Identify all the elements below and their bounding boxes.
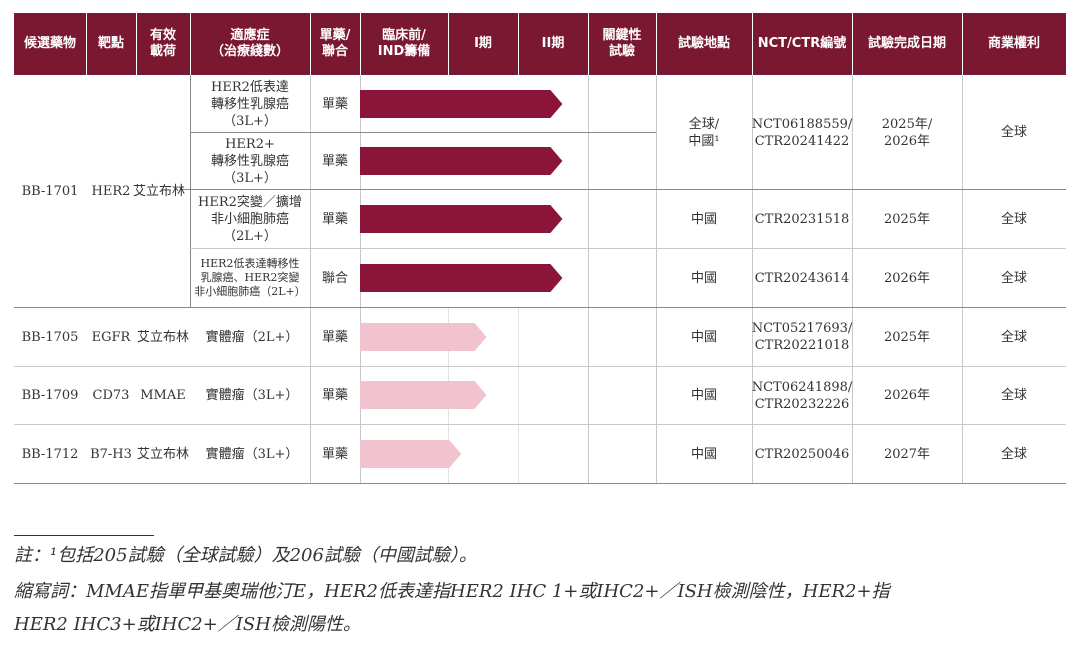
- rights-cell: 全球: [1000, 329, 1027, 345]
- header-preclinical: 臨床前/ IND籌備: [377, 28, 431, 59]
- site-cell: 中國: [690, 211, 717, 227]
- completion-cell: 2025年/ 2026年: [881, 116, 933, 149]
- regimen-cell: 單藥: [321, 388, 348, 403]
- indication-cell: 實體瘤（2L+）: [205, 329, 299, 345]
- payload-cell: MMAE: [140, 388, 186, 403]
- completion-cell: 2026年: [883, 270, 931, 286]
- site-cell: 中國: [690, 388, 717, 403]
- bb1701-candidate: BB-1701: [21, 183, 79, 199]
- rights-cell: 全球: [1000, 388, 1027, 403]
- site-cell: 全球/ 中國¹: [688, 116, 720, 149]
- indication-cell: HER2突變／擴增 非小細胞肺癌 （2L+）: [198, 194, 302, 244]
- progress-arrow: [360, 381, 487, 409]
- indication-cell: HER2低表達 轉移性乳腺癌 （3L+）: [210, 79, 289, 129]
- candidate-cell: BB-1709: [21, 388, 79, 403]
- header-indication: 適應症 （治療綫數）: [210, 28, 289, 59]
- header-phase2: II期: [541, 36, 565, 51]
- site-cell: 中國: [690, 446, 717, 462]
- footnote-abbreviations-cont: HER2 IHC3+或IHC2+／ISH檢測陽性。: [14, 614, 361, 635]
- progress-arrow: [360, 440, 462, 468]
- rights-cell: 全球: [1000, 125, 1027, 140]
- payload-cell: 艾立布林: [136, 329, 189, 345]
- nct-cell: CTR20250046: [754, 446, 850, 462]
- indication-cell: HER2低表達轉移性 乳腺癌、HER2突變 非小細胞肺癌（2L+）: [194, 257, 306, 298]
- progress-arrow: [360, 205, 563, 233]
- nct-cell: CTR20231518: [754, 211, 850, 227]
- rights-cell: 全球: [1000, 270, 1027, 286]
- header-completion: 試驗完成日期: [867, 36, 946, 51]
- indication-cell: HER2+ 轉移性乳腺癌 （3L+）: [210, 136, 289, 186]
- regimen-cell: 單藥: [321, 329, 348, 345]
- regimen-cell: 單藥: [321, 96, 348, 112]
- regimen-cell: 聯合: [321, 270, 348, 286]
- indication-cell: 實體瘤（3L+）: [205, 388, 299, 403]
- header-candidate: 候選藥物: [23, 36, 76, 51]
- site-cell: 中國: [690, 329, 717, 345]
- target-cell: EGFR: [91, 329, 131, 345]
- footnote-1: 註：¹包括205試驗（全球試驗）及206試驗（中國試驗）。: [14, 545, 477, 566]
- header-nct: NCT/CTR編號: [757, 36, 847, 51]
- regimen-cell: 單藥: [321, 211, 348, 227]
- progress-arrow: [360, 323, 487, 351]
- site-cell: 中國: [690, 270, 717, 286]
- completion-cell: 2027年: [883, 446, 931, 462]
- regimen-cell: 單藥: [321, 446, 348, 462]
- regimen-cell: 單藥: [321, 153, 348, 169]
- progress-arrow: [360, 90, 563, 118]
- completion-cell: 2025年: [883, 211, 931, 227]
- header-target: 靶點: [97, 36, 124, 51]
- header-phase1: I期: [474, 36, 492, 51]
- bb1701-payload: 艾立布林: [132, 183, 185, 199]
- completion-cell: 2025年: [883, 329, 931, 345]
- rights-cell: 全球: [1000, 211, 1027, 227]
- target-cell: CD73: [92, 388, 130, 403]
- header-payload: 有效 載荷: [149, 28, 176, 59]
- header-site: 試驗地點: [677, 36, 730, 51]
- header-rights: 商業權利: [987, 36, 1040, 51]
- progress-arrow: [360, 264, 563, 292]
- nct-cell: CTR20243614: [754, 270, 850, 286]
- footnote-divider: [14, 535, 154, 536]
- bb1701-target: HER2: [91, 183, 131, 199]
- footnote-abbreviations: 縮寫詞：MMAE指單甲基奧瑞他汀E，HER2低表達指HER2 IHC 1+或IH…: [14, 581, 890, 602]
- candidate-cell: BB-1712: [21, 446, 79, 462]
- nct-cell: NCT05217693/ CTR20221018: [751, 321, 853, 353]
- rights-cell: 全球: [1000, 446, 1027, 462]
- candidate-cell: BB-1705: [21, 329, 79, 345]
- indication-cell: 實體瘤（3L+）: [205, 446, 299, 462]
- header-regimen: 單藥/ 聯合: [319, 28, 351, 59]
- target-cell: B7-H3: [90, 446, 132, 462]
- nct-cell: NCT06241898/ CTR20232226: [751, 379, 853, 412]
- payload-cell: 艾立布林: [136, 446, 189, 462]
- completion-cell: 2026年: [883, 388, 931, 403]
- nct-cell: NCT06188559/ CTR20241422: [751, 116, 853, 149]
- table-header: [14, 13, 1066, 75]
- header-pivotal: 關鍵性 試驗: [602, 28, 642, 59]
- progress-arrow: [360, 147, 563, 175]
